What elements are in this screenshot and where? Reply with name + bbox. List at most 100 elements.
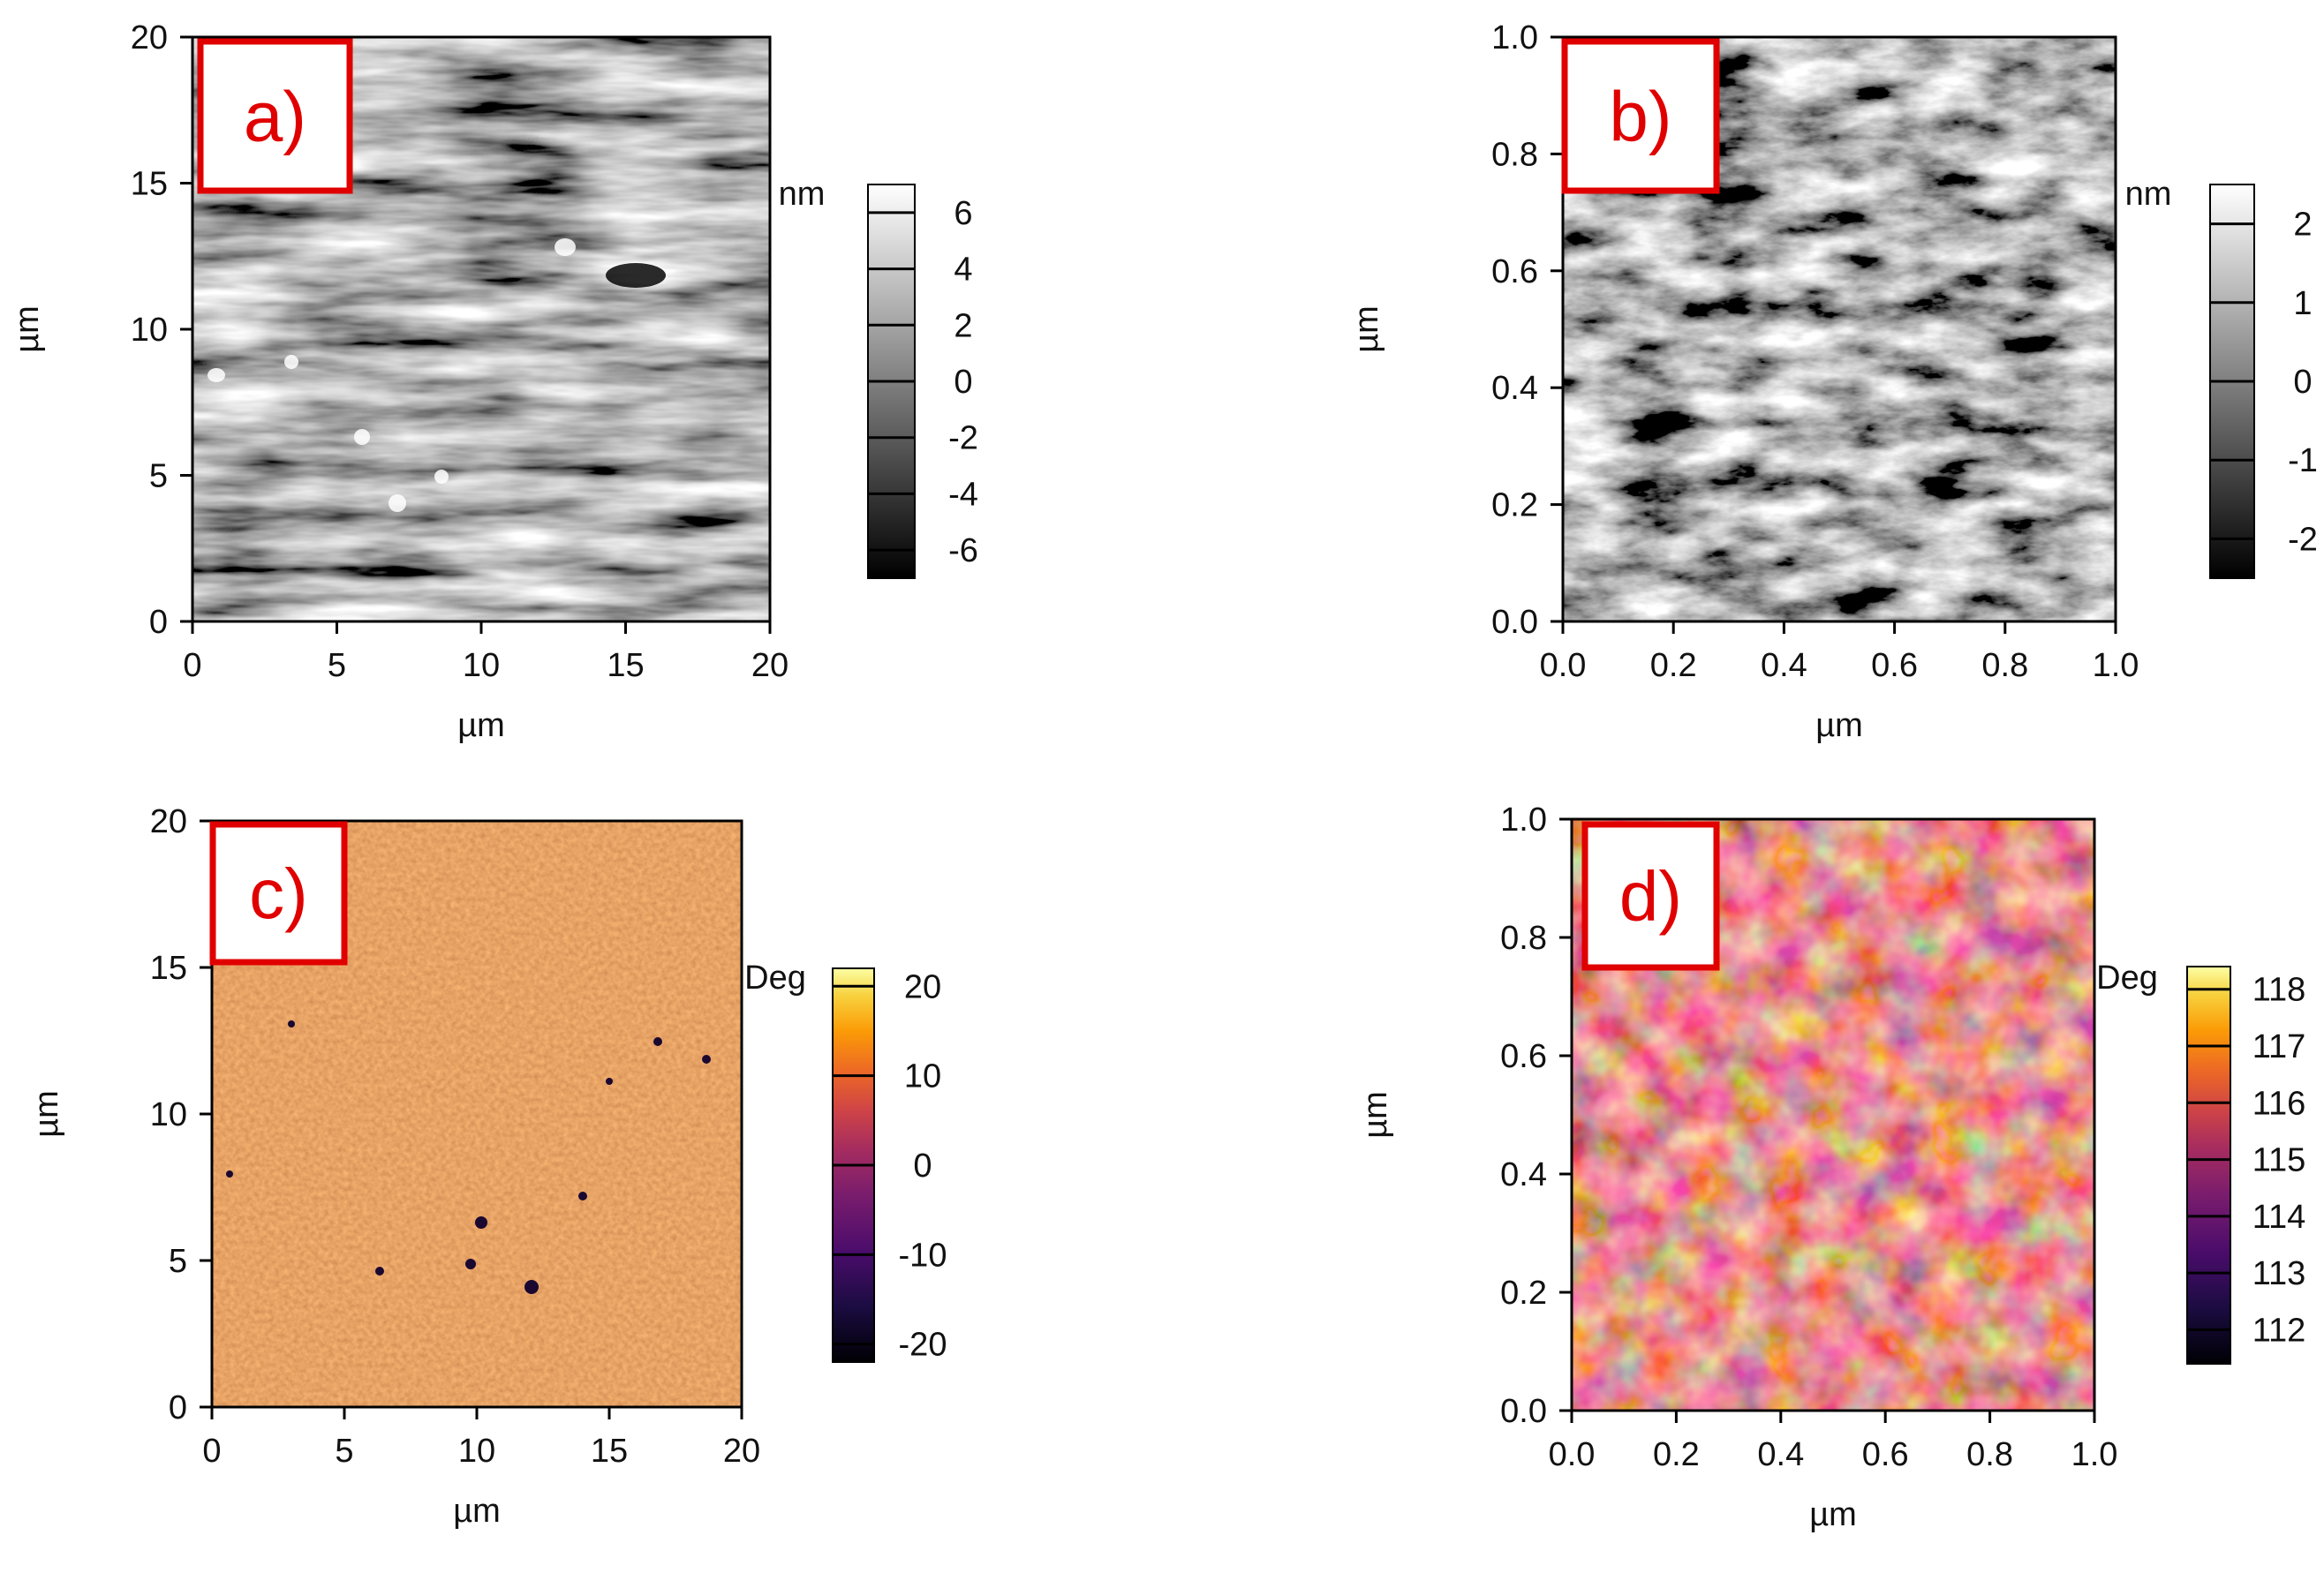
colorbar-tick-label: 115 bbox=[2252, 1142, 2306, 1179]
y-tick-label: 0.4 bbox=[1491, 370, 1538, 407]
y-tick-label: 15 bbox=[150, 950, 187, 987]
plot-frame bbox=[1570, 817, 2096, 1412]
plot-frame bbox=[1561, 35, 2117, 623]
x-tick-label: 0.2 bbox=[1650, 647, 1697, 684]
colorbar-tick-label: 20 bbox=[904, 968, 941, 1005]
x-axis-label: µm bbox=[1815, 707, 1863, 744]
colorbar-tick-label: 10 bbox=[904, 1058, 941, 1095]
panel-4: 0.0 0.2 0.4 0.6 0.8 1.0 0.0 0.2 0.4 0.6 0.8 1.0 µm µm… bbox=[1357, 802, 2305, 1533]
surface-feature bbox=[389, 494, 406, 512]
x-tick-label: 0.0 bbox=[1549, 1436, 1596, 1473]
y-axis-label: µm bbox=[1348, 305, 1385, 353]
x-axis-label: µm bbox=[453, 1493, 501, 1530]
phase-defect bbox=[226, 1170, 233, 1178]
phase-defect bbox=[653, 1037, 662, 1046]
x-tick-label: 0.6 bbox=[1871, 647, 1918, 684]
colorbar-tick-label: -2 bbox=[2288, 521, 2318, 558]
x-tick-label: 0.6 bbox=[1862, 1436, 1909, 1473]
x-axis-label: µm bbox=[1809, 1496, 1857, 1533]
x-tick-label: 10 bbox=[458, 1433, 495, 1470]
panel-letter: b) bbox=[1609, 78, 1671, 156]
x-tick-label: 15 bbox=[607, 647, 644, 684]
colorbar-unit: nm bbox=[2125, 176, 2172, 213]
y-tick-label: 1.0 bbox=[1491, 19, 1538, 56]
colorbar-tick-label: 0 bbox=[954, 364, 972, 401]
phase-defect bbox=[606, 1078, 613, 1085]
phase-defect bbox=[375, 1267, 384, 1276]
y-axis-label: µm bbox=[9, 305, 46, 353]
panel-letter: d) bbox=[1619, 857, 1682, 936]
colorbar-tick-label: -20 bbox=[899, 1327, 947, 1364]
y-tick-label: 1.0 bbox=[1500, 802, 1547, 839]
phase-defect bbox=[578, 1192, 587, 1200]
x-tick-label: 10 bbox=[463, 647, 500, 684]
panel-label: a) bbox=[197, 38, 353, 194]
surface-feature bbox=[555, 238, 576, 256]
colorbar-tick-label: -10 bbox=[899, 1237, 947, 1274]
y-tick-label: 0.8 bbox=[1500, 920, 1547, 957]
y-tick-label: 0.0 bbox=[1500, 1393, 1547, 1430]
colorbar-tick-label: 2 bbox=[954, 307, 972, 344]
colorbar-tick-label: 6 bbox=[954, 195, 972, 232]
colorbar-tick-label: -6 bbox=[948, 532, 978, 569]
x-axis-label: µm bbox=[457, 707, 505, 744]
surface-feature bbox=[284, 355, 298, 369]
x-tick-label: 0.8 bbox=[1966, 1436, 2013, 1473]
colorbar-tick-label: -2 bbox=[948, 420, 978, 457]
colorbar-tick-label: 118 bbox=[2252, 972, 2306, 1009]
y-tick-label: 0.2 bbox=[1491, 487, 1538, 524]
panel-letter: c) bbox=[249, 854, 308, 933]
colorbar: 20 10 0 -10 -20 Deg bbox=[744, 960, 947, 1364]
y-tick-label: 5 bbox=[149, 458, 168, 495]
panel-2: 0.0 0.2 0.4 0.6 0.8 1.0 0.0 0.2 0.4 0.6 0.8 1.0 µm µm… bbox=[1348, 19, 2318, 744]
colorbar: 6 4 2 0 -2 -4 -6 nm bbox=[779, 176, 978, 579]
y-tick-label: 0 bbox=[149, 604, 168, 641]
colorbar-tick-label: 1 bbox=[2293, 285, 2312, 322]
y-axis-label: µm bbox=[1357, 1091, 1394, 1139]
x-tick-label: 1.0 bbox=[2071, 1436, 2118, 1473]
y-tick-label: 10 bbox=[150, 1096, 187, 1133]
phase-defect bbox=[288, 1020, 295, 1027]
panel-label: d) bbox=[1581, 821, 1720, 971]
y-tick-label: 0.0 bbox=[1491, 604, 1538, 641]
colorbar-unit: Deg bbox=[744, 960, 806, 997]
colorbar-tick-label: 117 bbox=[2252, 1028, 2306, 1065]
panel-3: 0 5 10 15 20 0 5 10 15 20 µm µm c) 20 10 0 -10 -20 Deg bbox=[28, 803, 947, 1530]
y-tick-label: 20 bbox=[150, 803, 187, 840]
panel-letter: a) bbox=[244, 78, 306, 156]
surface-feature bbox=[434, 470, 449, 484]
y-tick-label: 10 bbox=[131, 312, 168, 349]
y-tick-label: 20 bbox=[131, 19, 168, 56]
x-tick-label: 0 bbox=[202, 1433, 221, 1470]
colorbar-tick-label: 114 bbox=[2252, 1199, 2306, 1236]
surface-feature bbox=[208, 368, 225, 382]
surface-feature bbox=[354, 429, 370, 445]
y-tick-label: 5 bbox=[169, 1243, 187, 1280]
x-tick-label: 5 bbox=[335, 1433, 353, 1470]
x-tick-label: 20 bbox=[723, 1433, 760, 1470]
colorbar-tick-label: 0 bbox=[913, 1148, 932, 1185]
phase-defect bbox=[524, 1280, 539, 1294]
x-tick-label: 0.8 bbox=[1981, 647, 2028, 684]
y-tick-label: 0.8 bbox=[1491, 136, 1538, 173]
colorbar-tick-label: 4 bbox=[954, 252, 972, 289]
y-tick-label: 0.2 bbox=[1500, 1275, 1547, 1312]
colorbar-tick-label: 116 bbox=[2252, 1085, 2306, 1122]
x-tick-label: 0.2 bbox=[1653, 1436, 1700, 1473]
surface-feature bbox=[78, 556, 99, 574]
y-tick-label: 15 bbox=[131, 166, 168, 203]
surface-feature bbox=[606, 263, 666, 288]
x-tick-label: 20 bbox=[751, 647, 788, 684]
colorbar: 118 117 116 115 114 113 112 Deg bbox=[2096, 960, 2306, 1365]
colorbar-tick-label: 112 bbox=[2252, 1312, 2306, 1349]
x-tick-label: 0.4 bbox=[1757, 1436, 1804, 1473]
y-tick-label: 0.4 bbox=[1500, 1156, 1547, 1193]
colorbar: 2 1 0 -1 -2 nm bbox=[2125, 176, 2318, 579]
y-axis-label: µm bbox=[28, 1090, 65, 1138]
x-tick-label: 0.0 bbox=[1540, 647, 1587, 684]
colorbar-tick-label: 2 bbox=[2293, 207, 2312, 244]
phase-defect bbox=[702, 1055, 711, 1064]
x-tick-label: 15 bbox=[591, 1433, 628, 1470]
